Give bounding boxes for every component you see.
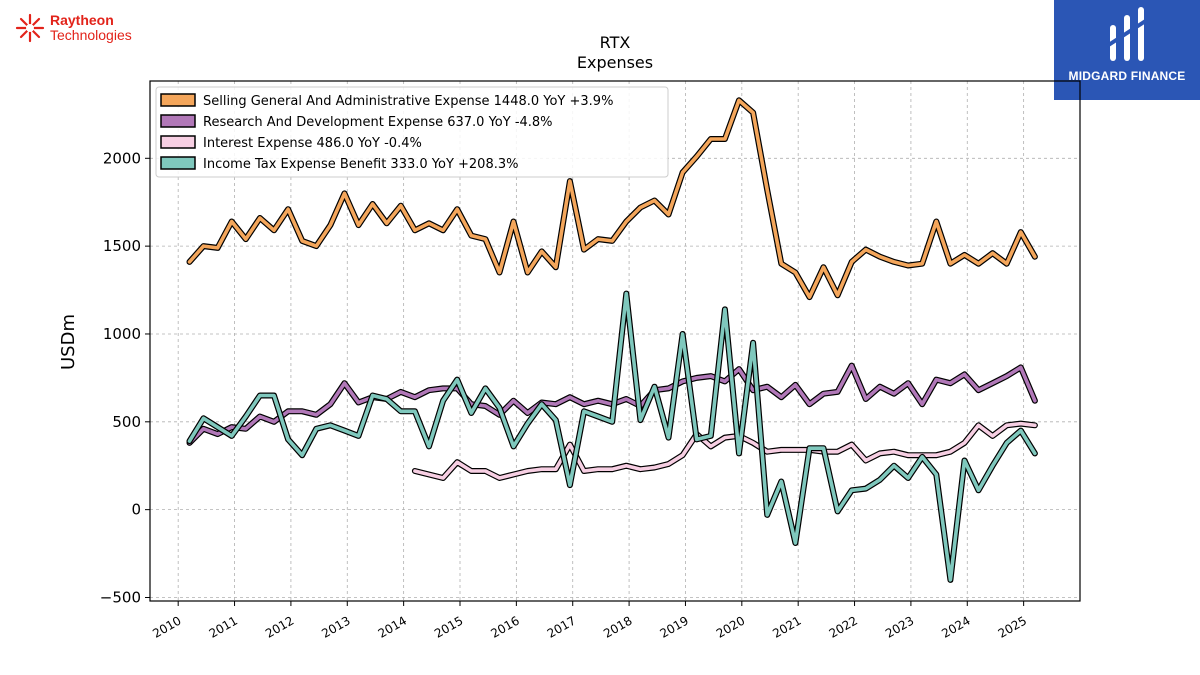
legend-label: Income Tax Expense Benefit 333.0 YoY +20…	[203, 157, 518, 172]
logo-text-midgard-finance: MIDGARD FINANCE	[1068, 69, 1186, 83]
midgard-emblem-icon	[1105, 7, 1149, 61]
plot-frame	[149, 80, 1081, 602]
legend-swatch	[160, 135, 196, 149]
x-tick-label: 2018	[601, 613, 634, 640]
series-line-outline	[186, 290, 1038, 583]
x-tick-label: 2010	[150, 613, 183, 640]
raytheon-starburst-icon	[15, 13, 45, 43]
legend-swatch	[160, 156, 196, 170]
x-tick-label: 2016	[488, 613, 521, 640]
legend-swatch	[160, 93, 196, 107]
x-tick-label: 2019	[658, 613, 691, 640]
y-tick-label: 0	[131, 501, 141, 519]
x-tick-label: 2015	[432, 613, 465, 640]
y-tick-label: −500	[100, 588, 141, 606]
midgard-finance-logo: MIDGARD FINANCE	[1054, 0, 1200, 100]
y-tick-label: 2000	[103, 149, 141, 167]
logo-text-technologies: Technologies	[50, 27, 132, 43]
series-line	[187, 98, 1037, 299]
x-tick-label: 2011	[207, 613, 240, 640]
x-tick-label: 2024	[939, 613, 972, 640]
series-lines	[186, 97, 1038, 583]
y-tick-label: 500	[112, 413, 141, 431]
legend-label: Selling General And Administrative Expen…	[203, 94, 613, 109]
x-tick-label: 2013	[319, 613, 352, 640]
y-tick-label: 1000	[103, 325, 141, 343]
x-tick-label: 2023	[883, 613, 916, 640]
legend-label: Interest Expense 486.0 YoY -0.4%	[203, 136, 422, 151]
chart-title: RTX	[600, 33, 631, 52]
x-tick-label: 2012	[263, 613, 296, 640]
legend: Selling General And Administrative Expen…	[155, 86, 669, 178]
logo-text-raytheon: Raytheon	[50, 12, 114, 28]
x-tick-label: 2017	[545, 613, 578, 640]
y-axis-label: USDm	[58, 314, 79, 370]
raytheon-technologies-logo: Raytheon Technologies	[14, 10, 154, 46]
chart-subtitle: Expenses	[577, 53, 653, 72]
x-tick-label: 2014	[376, 613, 409, 640]
y-tick-label: 1500	[103, 237, 141, 255]
series-line	[413, 421, 1037, 480]
legend-label: Research And Development Expense 637.0 Y…	[203, 115, 553, 130]
series-line	[187, 291, 1037, 582]
legend-swatch	[160, 114, 196, 128]
x-tick-label: 2025	[996, 613, 1029, 640]
legend-box	[155, 86, 669, 178]
x-tick-label: 2020	[714, 613, 747, 640]
x-tick-label: 2021	[770, 613, 803, 640]
x-tick-label: 2022	[827, 613, 860, 640]
